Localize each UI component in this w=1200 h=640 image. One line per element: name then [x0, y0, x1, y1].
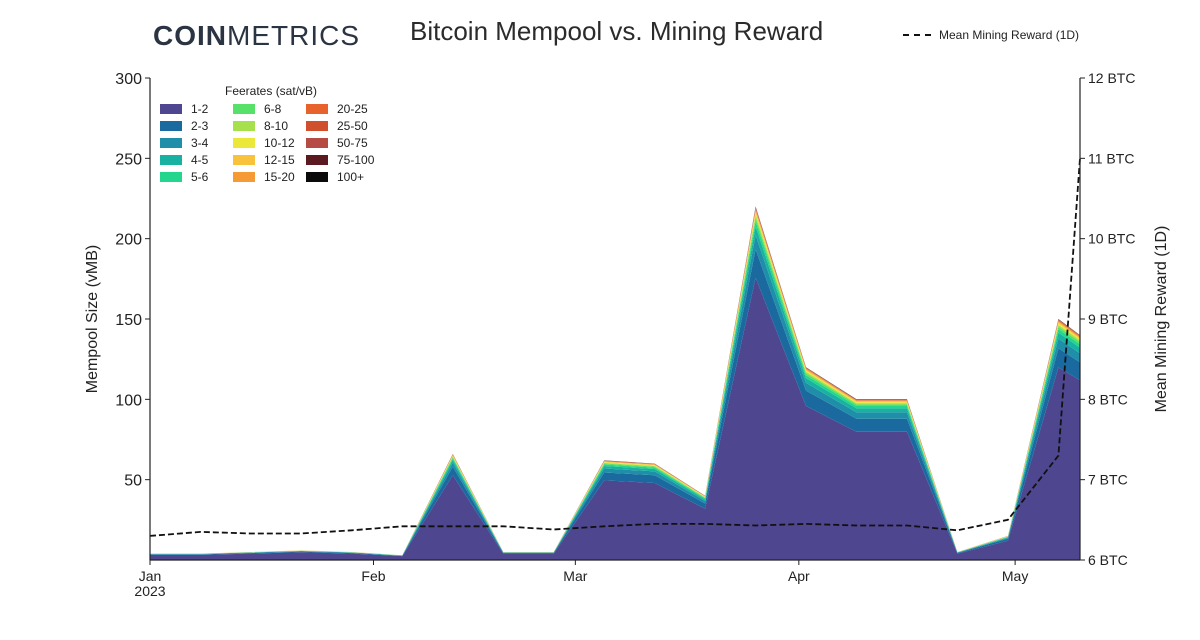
legend-title: Feerates (sat/vB) [225, 84, 317, 98]
legend-label-8-10: 8-10 [264, 119, 288, 133]
legend-swatch-4-5 [160, 155, 182, 165]
y2-tick-label: 8 BTC [1088, 391, 1128, 407]
legend-label-25-50: 25-50 [337, 119, 368, 133]
legend-swatch-75-100 [306, 155, 328, 165]
x-tick-label: May [1002, 568, 1028, 584]
y-axis-title: Mempool Size (vMB) [84, 245, 101, 393]
y2-tick-label: 9 BTC [1088, 311, 1128, 327]
mining-reward-line [149, 158, 1081, 537]
chart-title: Bitcoin Mempool vs. Mining Reward [410, 16, 824, 46]
legend-label-5-6: 5-6 [191, 170, 209, 184]
legend-label-20-25: 20-25 [337, 102, 368, 116]
y-tick-label: 250 [115, 151, 142, 168]
legend-swatch-12-15 [233, 155, 255, 165]
legend-label-2-3: 2-3 [191, 119, 209, 133]
legend-label-12-15: 12-15 [264, 153, 295, 167]
y2-tick-label: 7 BTC [1088, 472, 1128, 488]
legend-swatch-15-20 [233, 172, 255, 182]
mining-reward-legend: Mean Mining Reward (1D) [903, 28, 1079, 42]
x-tick-label: Apr [788, 568, 810, 584]
y2-tick-label: 12 BTC [1088, 70, 1135, 86]
legend-swatch-2-3 [160, 121, 182, 131]
x-year-label: 2023 [134, 583, 165, 599]
y-tick-label: 200 [115, 232, 142, 249]
y2-tick-label: 6 BTC [1088, 552, 1128, 568]
legend-label-6-8: 6-8 [264, 102, 282, 116]
mining-reward-legend-label: Mean Mining Reward (1D) [939, 28, 1080, 42]
legend-label-100plus: 100+ [337, 170, 364, 184]
area-band-1-2 [150, 277, 1080, 560]
legend-label-4-5: 4-5 [191, 153, 209, 167]
coinmetrics-logo: COINMETRICS [153, 20, 360, 51]
legend-label-75-100: 75-100 [337, 153, 375, 167]
legend-swatch-6-8 [233, 104, 255, 114]
y-tick-label: 300 [115, 71, 142, 88]
legend-swatch-10-12 [233, 138, 255, 148]
legend-swatch-100plus [306, 172, 328, 182]
dashed-line-swatch [903, 34, 931, 36]
legend-label-15-20: 15-20 [264, 170, 295, 184]
y2-axis-title: Mean Mining Reward (1D) [1153, 226, 1170, 413]
legend-label-10-12: 10-12 [264, 136, 295, 150]
x-tick-label: Jan [139, 568, 162, 584]
legend-swatch-50-75 [306, 138, 328, 148]
y-tick-label: 150 [115, 312, 142, 329]
x-tick-label: Mar [563, 568, 587, 584]
stacked-area-group [150, 206, 1080, 560]
legend-label-50-75: 50-75 [337, 136, 368, 150]
legend-swatch-3-4 [160, 138, 182, 148]
y-tick-label: 100 [115, 392, 142, 409]
legend-label-1-2: 1-2 [191, 102, 209, 116]
legend-label-3-4: 3-4 [191, 136, 209, 150]
legend-swatch-1-2 [160, 104, 182, 114]
legend-swatch-25-50 [306, 121, 328, 131]
y-tick-label: 50 [124, 473, 142, 490]
x-tick-label: Feb [361, 568, 385, 584]
y2-tick-label: 10 BTC [1088, 231, 1135, 247]
legend-swatch-8-10 [233, 121, 255, 131]
legend-swatch-5-6 [160, 172, 182, 182]
legend-swatch-20-25 [306, 104, 328, 114]
y2-tick-label: 11 BTC [1088, 150, 1134, 166]
